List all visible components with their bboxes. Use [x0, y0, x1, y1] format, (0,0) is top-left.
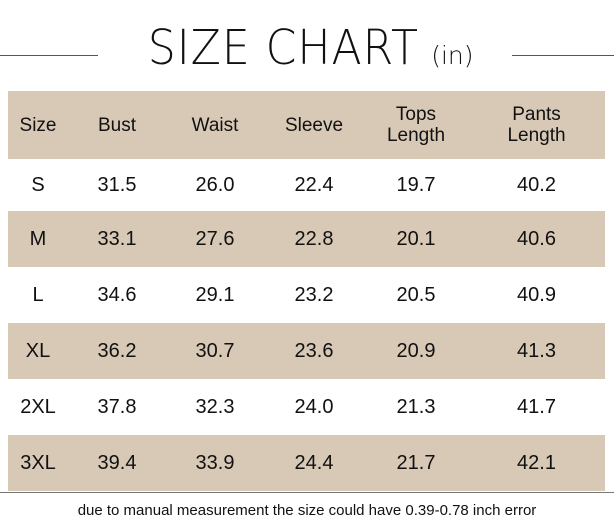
header-waist: Waist — [191, 114, 239, 136]
table-row: XL 36.2 30.7 23.6 20.9 41.3 — [8, 323, 605, 379]
cell-tops-length: 20.5 — [396, 283, 436, 306]
footer-divider — [0, 492, 614, 493]
cell-size: L — [32, 283, 44, 306]
cell-sleeve: 24.0 — [294, 395, 334, 418]
cell-waist: 26.0 — [195, 173, 235, 196]
cell-sleeve: 24.4 — [294, 451, 334, 474]
cell-tops-length: 20.1 — [396, 227, 436, 250]
cell-size: XL — [25, 339, 51, 362]
header-sleeve: Sleeve — [284, 114, 344, 136]
cell-pants-length: 42.1 — [517, 451, 556, 474]
cell-tops-length: 21.7 — [396, 451, 436, 474]
title-divider-right — [512, 55, 614, 56]
cell-pants-length: 40.9 — [517, 283, 556, 306]
table-row: M 33.1 27.6 22.8 20.1 40.6 — [8, 211, 605, 267]
table-row: 2XL 37.8 32.3 24.0 21.3 41.7 — [8, 379, 605, 435]
cell-bust: 34.6 — [97, 283, 137, 306]
cell-bust: 31.5 — [97, 173, 137, 196]
cell-pants-length: 40.2 — [517, 173, 556, 196]
cell-waist: 27.6 — [195, 227, 235, 250]
table-row: 3XL 39.4 33.9 24.4 21.7 42.1 — [8, 435, 605, 491]
cell-waist: 29.1 — [195, 283, 235, 306]
table-row: S 31.5 26.0 22.4 19.7 40.2 — [8, 159, 605, 211]
title-bar: SIZE CHART (in) — [0, 14, 614, 82]
cell-sleeve: 22.8 — [294, 227, 334, 250]
header-pants-length: Pants Length — [507, 104, 566, 146]
cell-sleeve: 23.6 — [294, 339, 334, 362]
cell-size: 3XL — [20, 451, 56, 474]
cell-size: 2XL — [20, 395, 56, 418]
cell-size: S — [31, 173, 45, 196]
table-row: L 34.6 29.1 23.2 20.5 40.9 — [8, 267, 605, 323]
cell-waist: 30.7 — [195, 339, 235, 362]
cell-bust: 33.1 — [97, 227, 137, 250]
cell-bust: 39.4 — [97, 451, 137, 474]
cell-sleeve: 23.2 — [294, 283, 334, 306]
cell-tops-length: 20.9 — [396, 339, 436, 362]
footnote: due to manual measurement the size could… — [77, 502, 537, 519]
cell-size: M — [29, 227, 47, 250]
cell-waist: 32.3 — [195, 395, 235, 418]
title-main: SIZE CHART — [148, 20, 420, 76]
header-bust: Bust — [97, 114, 137, 136]
page-title: SIZE CHART (in) — [98, 14, 512, 94]
cell-bust: 37.8 — [97, 395, 137, 418]
title-divider-left — [0, 55, 98, 56]
cell-bust: 36.2 — [97, 339, 137, 362]
table-header-row: Size Bust Waist Sleeve Tops Length Pants L… — [8, 91, 605, 159]
cell-pants-length: 41.7 — [517, 395, 556, 418]
cell-waist: 33.9 — [195, 451, 235, 474]
cell-tops-length: 19.7 — [396, 173, 436, 196]
header-tops-length: Tops Length — [386, 104, 446, 146]
title-unit: (in) — [431, 41, 474, 70]
header-size: Size — [19, 114, 57, 136]
cell-tops-length: 21.3 — [396, 395, 436, 418]
cell-pants-length: 40.6 — [517, 227, 556, 250]
cell-pants-length: 41.3 — [517, 339, 556, 362]
size-chart-table: Size Bust Waist Sleeve Tops Length Pants L… — [8, 91, 605, 491]
cell-sleeve: 22.4 — [294, 173, 334, 196]
